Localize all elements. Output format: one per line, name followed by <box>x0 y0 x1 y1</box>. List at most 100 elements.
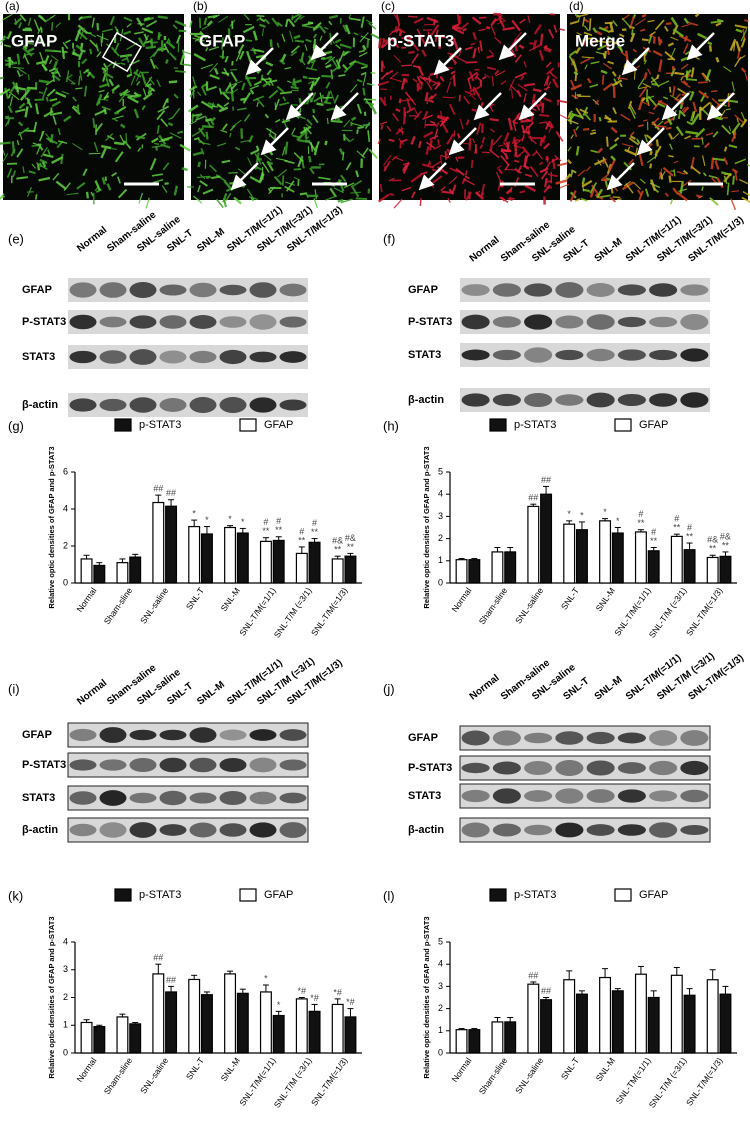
fiber <box>47 137 58 145</box>
fiber <box>611 71 617 77</box>
band <box>492 730 521 746</box>
fiber <box>277 169 288 178</box>
fiber <box>497 14 507 22</box>
fiber <box>211 105 218 108</box>
fiber <box>642 119 648 122</box>
fiber <box>424 119 427 129</box>
fiber <box>221 159 231 164</box>
fiber <box>555 179 568 185</box>
fiber <box>176 34 182 44</box>
bar <box>129 556 142 584</box>
y-tick-label: 4 <box>63 503 68 513</box>
band <box>219 349 247 365</box>
fiber <box>356 129 359 134</box>
fiber <box>440 154 450 159</box>
fiber <box>618 33 625 38</box>
fiber <box>408 50 415 55</box>
row-label: β-actin <box>22 824 58 836</box>
fiber <box>652 49 663 57</box>
fiber <box>349 138 355 143</box>
significance: * <box>205 515 209 525</box>
significance: *# <box>333 987 342 997</box>
fiber <box>79 27 85 40</box>
row-label: GFAP <box>22 729 52 741</box>
fiber <box>335 44 341 49</box>
x-tick-label: SNL-T/M (=3/1) <box>272 586 314 640</box>
fiber <box>252 95 265 102</box>
fiber <box>612 107 617 115</box>
fiber <box>610 126 618 134</box>
band <box>279 399 307 411</box>
fiber <box>654 19 665 31</box>
bar <box>236 532 249 584</box>
fiber <box>492 134 503 146</box>
fiber <box>497 168 503 175</box>
fiber <box>547 120 555 129</box>
fiber <box>137 147 142 152</box>
fiber <box>575 145 580 156</box>
fiber <box>494 69 500 76</box>
row-label: STAT3 <box>408 349 441 361</box>
fiber <box>370 32 381 40</box>
fiber <box>238 50 245 60</box>
band <box>649 283 678 297</box>
significance: ## <box>528 970 538 980</box>
fiber <box>1 13 13 21</box>
fiber <box>8 93 11 99</box>
fiber <box>452 75 456 87</box>
fiber <box>464 175 471 180</box>
fiber <box>602 158 607 165</box>
significance: ** <box>311 527 319 537</box>
fiber <box>521 146 531 157</box>
fiber <box>89 39 98 48</box>
fiber <box>558 28 565 31</box>
fiber <box>740 29 748 42</box>
fiber <box>28 170 36 175</box>
fiber <box>548 173 558 178</box>
fiber <box>467 78 472 90</box>
arrow <box>686 32 715 61</box>
fiber <box>495 70 506 77</box>
fiber <box>488 49 495 55</box>
y-tick-label: 2 <box>438 1003 443 1013</box>
fiber <box>446 133 455 145</box>
fiber <box>524 184 536 192</box>
fiber <box>557 162 568 167</box>
fiber <box>182 49 186 59</box>
bar <box>683 549 696 584</box>
fiber <box>243 113 251 122</box>
fiber <box>19 89 30 101</box>
fiber <box>479 144 484 150</box>
y-tick-label: 0 <box>438 577 443 587</box>
fiber <box>589 182 598 194</box>
fiber <box>203 17 208 26</box>
fiber <box>510 88 514 99</box>
fiber <box>638 190 644 201</box>
fiber <box>654 145 662 156</box>
fiber <box>192 37 205 42</box>
y-tick-label: 3 <box>438 511 443 521</box>
band <box>219 790 247 806</box>
significance: ## <box>541 475 551 485</box>
fiber <box>0 88 11 96</box>
arrow <box>310 32 339 61</box>
fiber <box>489 128 495 133</box>
band <box>129 349 157 365</box>
fiber <box>660 170 666 179</box>
bar <box>200 533 213 584</box>
bar <box>706 979 719 1054</box>
band <box>617 284 646 296</box>
fiber <box>17 127 30 136</box>
band <box>219 823 247 837</box>
fiber <box>579 108 589 114</box>
fiber <box>83 68 90 74</box>
fiber <box>491 75 495 87</box>
fiber <box>439 75 445 82</box>
fiber <box>503 132 510 142</box>
fiber <box>637 124 644 128</box>
fiber <box>2 153 9 163</box>
fiber <box>580 197 588 202</box>
fiber <box>296 130 307 141</box>
fiber <box>225 83 232 92</box>
fiber <box>206 20 213 27</box>
